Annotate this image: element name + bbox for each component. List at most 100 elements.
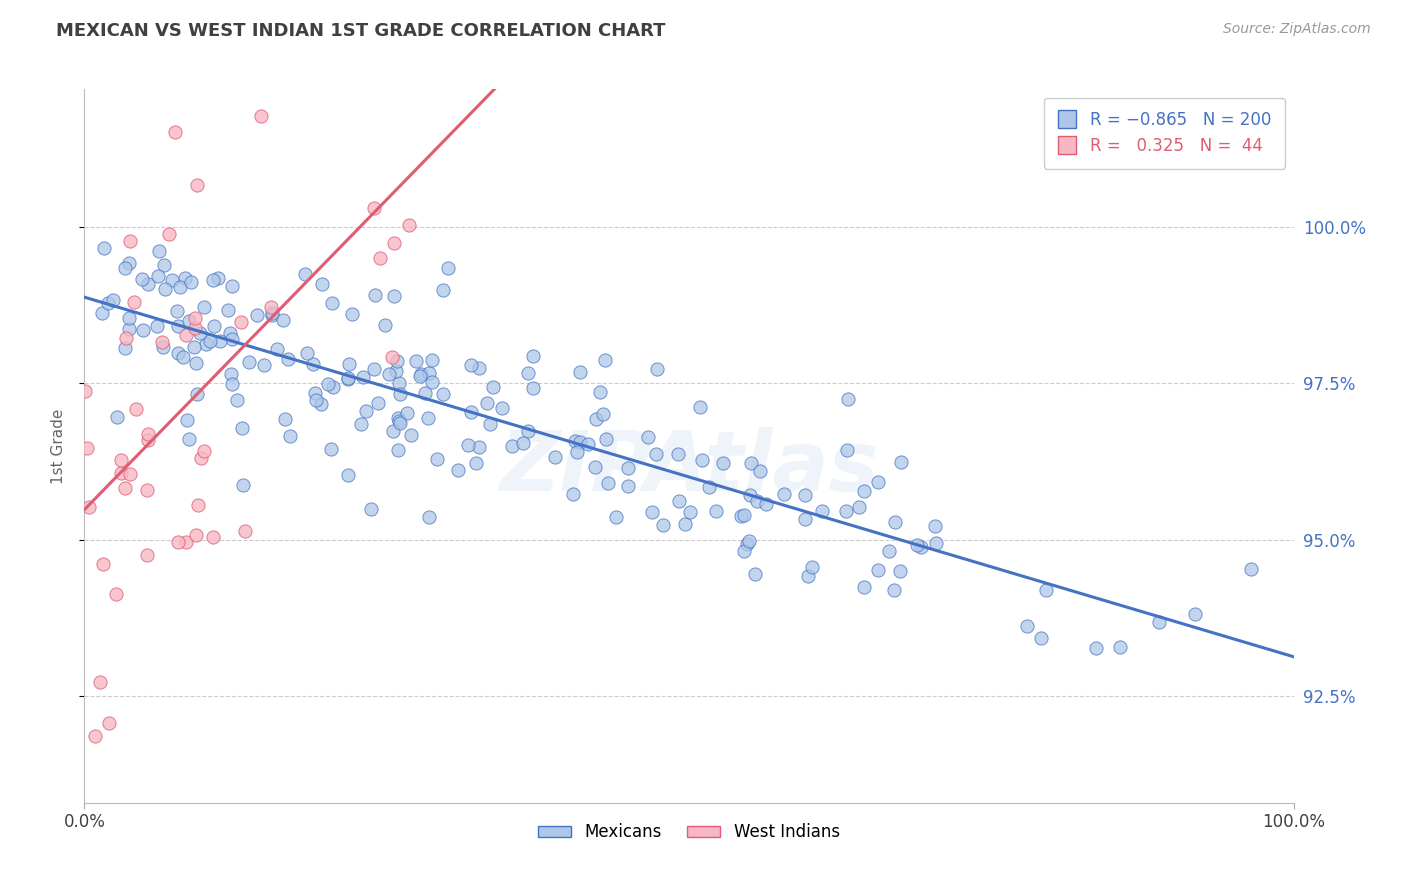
Point: [592, 407, 614, 421]
Point: [399, 428, 422, 442]
Point: [76, 442, 98, 456]
Point: [673, 516, 696, 531]
Point: [114, 481, 136, 495]
Point: [501, 439, 523, 453]
Point: [322, 380, 344, 394]
Point: [218, 326, 240, 341]
Point: [177, 432, 200, 446]
Point: [583, 460, 606, 475]
Point: [384, 364, 406, 378]
Point: [114, 342, 136, 356]
Point: [337, 372, 360, 386]
Point: [301, 357, 323, 371]
Point: [221, 278, 243, 293]
Point: [522, 380, 544, 394]
Point: [136, 483, 159, 497]
Point: [172, 350, 194, 364]
Point: [447, 462, 470, 476]
Point: [183, 321, 205, 335]
Point: [478, 417, 501, 432]
Point: [153, 258, 176, 272]
Point: [416, 410, 439, 425]
Point: [387, 411, 409, 425]
Point: [755, 497, 778, 511]
Point: [409, 369, 432, 384]
Point: [187, 498, 209, 512]
Point: [316, 377, 339, 392]
Point: [413, 385, 436, 400]
Point: [457, 437, 479, 451]
Point: [180, 275, 202, 289]
Point: [295, 346, 318, 360]
Point: [460, 405, 482, 419]
Point: [110, 467, 132, 481]
Point: [136, 427, 159, 442]
Point: [737, 534, 759, 549]
Point: [883, 583, 905, 598]
Point: [186, 178, 208, 193]
Point: [517, 424, 540, 438]
Text: Source: ZipAtlas.com: Source: ZipAtlas.com: [1223, 22, 1371, 37]
Point: [207, 271, 229, 285]
Point: [564, 434, 586, 448]
Point: [697, 480, 720, 494]
Point: [91, 558, 114, 572]
Point: [260, 306, 283, 320]
Point: [188, 326, 211, 340]
Point: [794, 488, 817, 502]
Point: [711, 456, 734, 470]
Point: [169, 279, 191, 293]
Point: [1035, 583, 1057, 598]
Point: [468, 440, 491, 454]
Point: [176, 535, 198, 549]
Point: [202, 318, 225, 333]
Point: [125, 401, 148, 416]
Point: [221, 332, 243, 346]
Point: [200, 334, 222, 348]
Point: [97, 715, 120, 730]
Point: [363, 288, 385, 302]
Point: [730, 509, 752, 524]
Point: [810, 504, 832, 518]
Point: [277, 351, 299, 366]
Point: [148, 244, 170, 258]
Point: [475, 395, 498, 409]
Point: [174, 328, 197, 343]
Point: [890, 455, 912, 469]
Point: [184, 310, 207, 325]
Point: [1240, 562, 1263, 576]
Point: [73, 384, 96, 398]
Text: ZIPAtlas: ZIPAtlas: [499, 427, 879, 508]
Point: [877, 543, 900, 558]
Point: [567, 445, 589, 459]
Point: [605, 509, 627, 524]
Point: [250, 109, 273, 123]
Point: [101, 293, 124, 307]
Point: [797, 569, 820, 583]
Point: [104, 586, 127, 600]
Point: [740, 488, 762, 502]
Point: [374, 318, 396, 332]
Point: [117, 311, 139, 326]
Point: [253, 358, 276, 372]
Point: [616, 460, 638, 475]
Point: [595, 432, 617, 446]
Point: [368, 252, 391, 266]
Point: [593, 353, 616, 368]
Point: [491, 401, 513, 415]
Point: [360, 501, 382, 516]
Text: MEXICAN VS WEST INDIAN 1ST GRADE CORRELATION CHART: MEXICAN VS WEST INDIAN 1ST GRADE CORRELA…: [56, 22, 665, 40]
Point: [183, 340, 205, 354]
Point: [1085, 640, 1108, 655]
Point: [704, 504, 727, 518]
Legend: Mexicans, West Indians: Mexicans, West Indians: [531, 817, 846, 848]
Point: [644, 446, 666, 460]
Point: [193, 301, 215, 315]
Point: [432, 386, 454, 401]
Point: [266, 342, 288, 356]
Point: [349, 417, 371, 432]
Point: [363, 201, 385, 215]
Point: [311, 397, 333, 411]
Point: [1147, 615, 1170, 629]
Point: [89, 675, 111, 690]
